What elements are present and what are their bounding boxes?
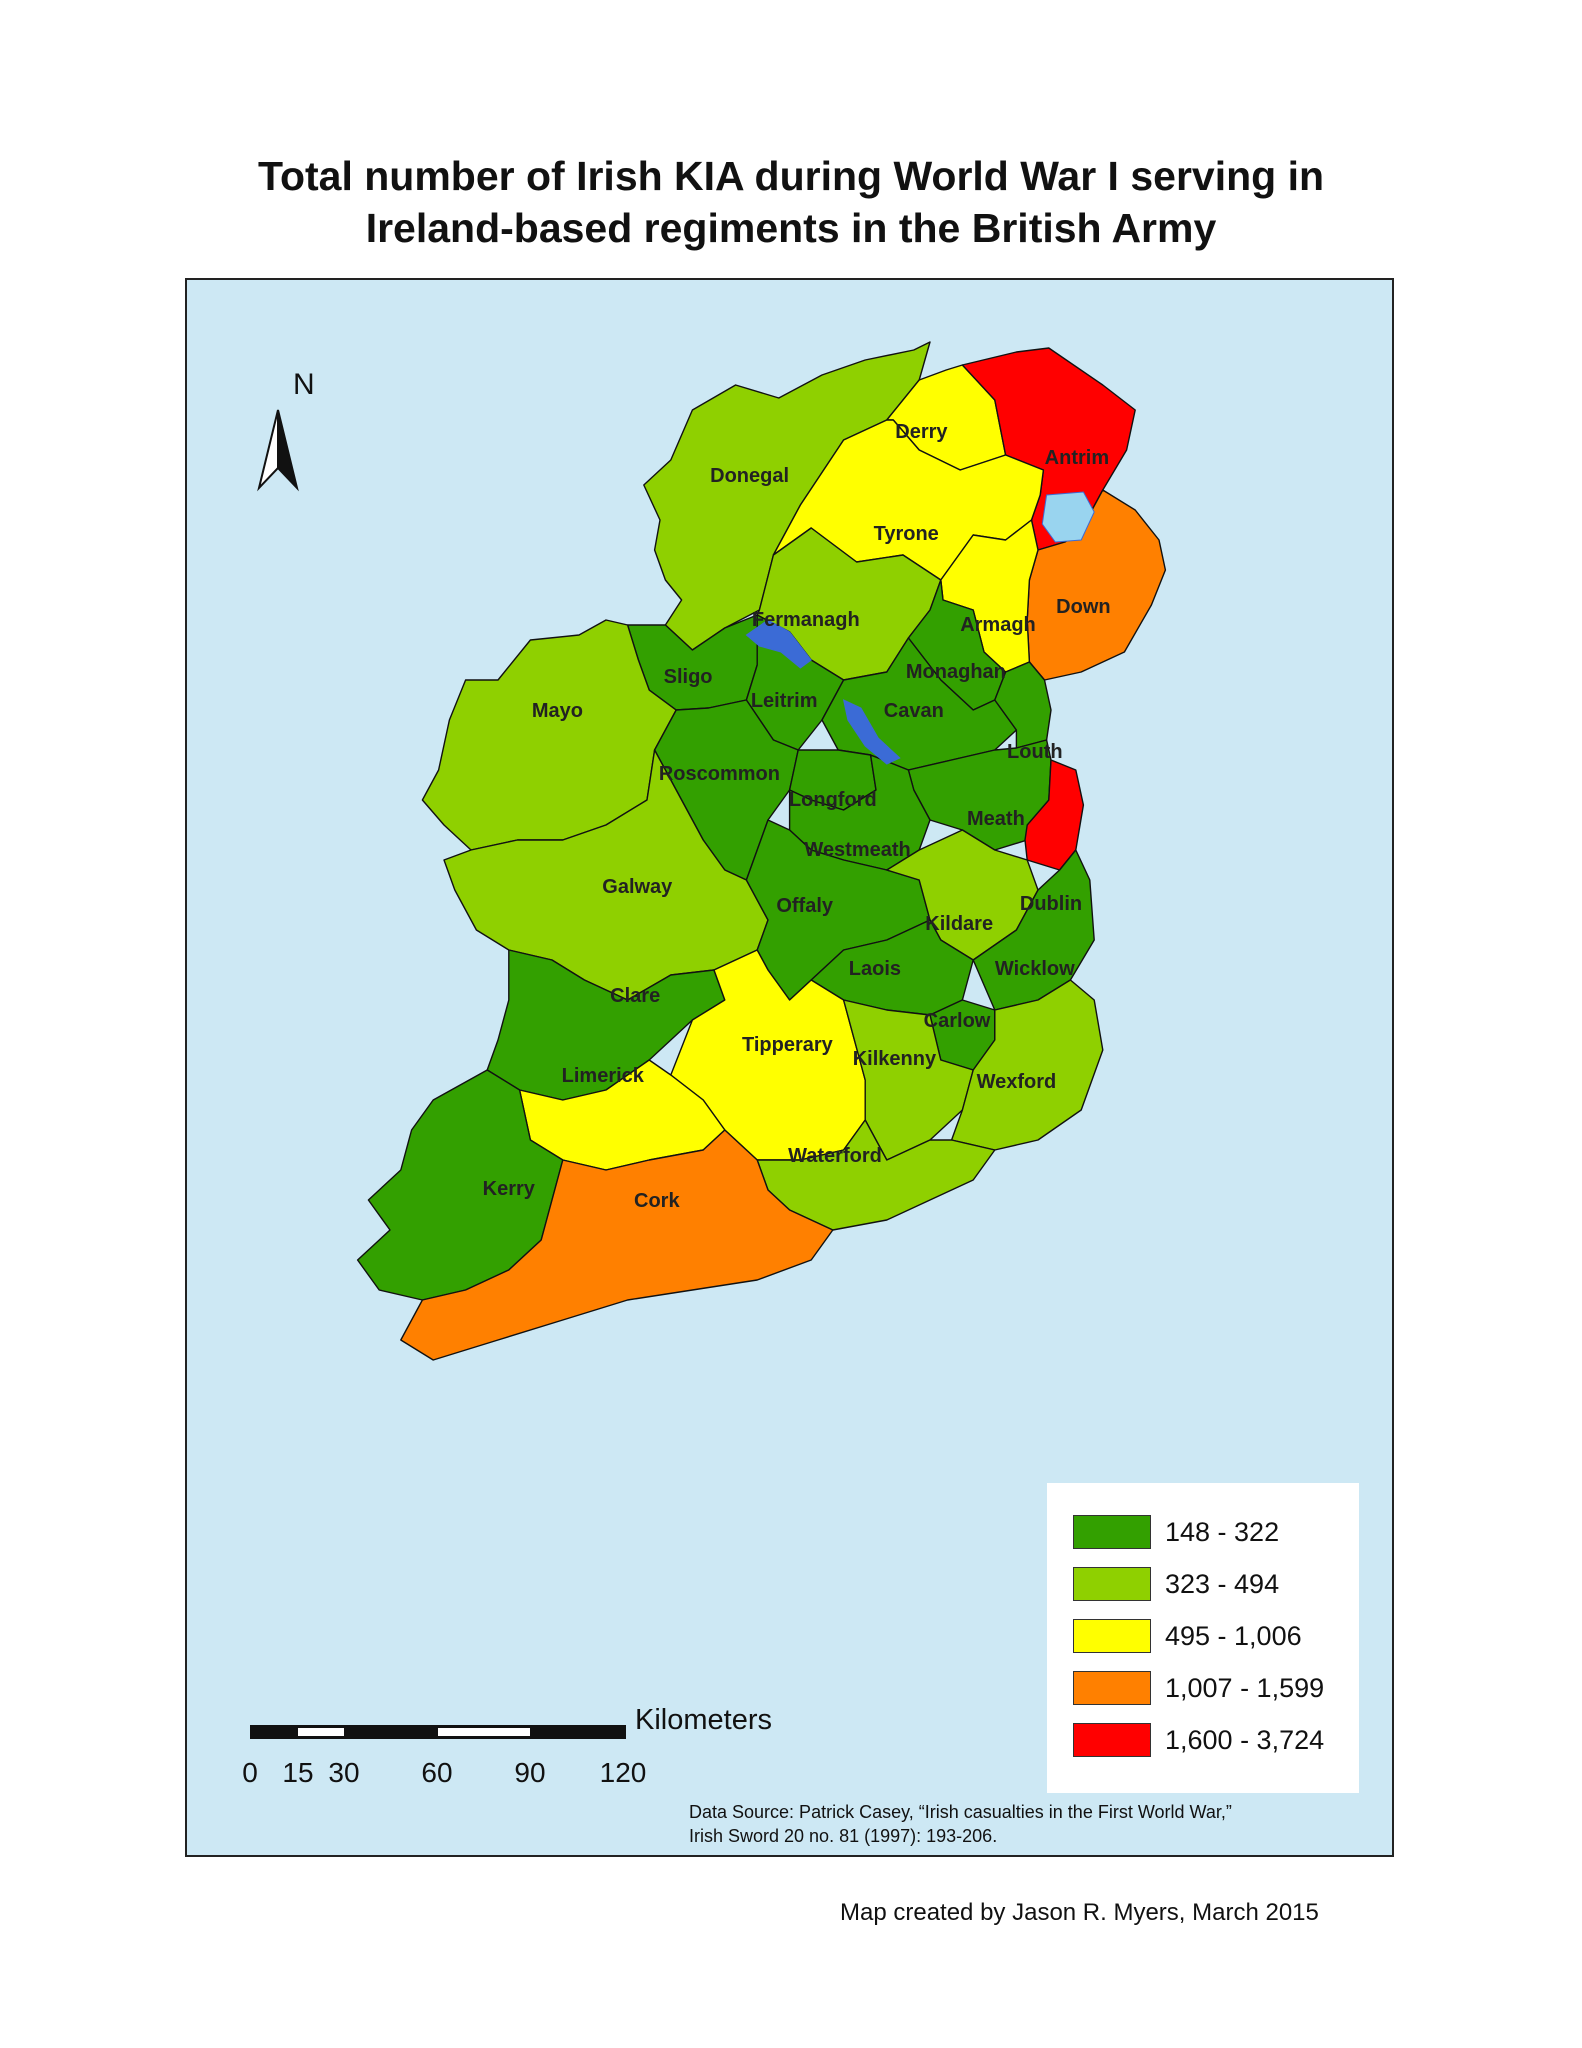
county-label: Westmeath <box>804 839 910 861</box>
county-label: Armagh <box>960 614 1036 636</box>
data-source-line-1: Data Source: Patrick Casey, “Irish casua… <box>689 1802 1232 1822</box>
lough-erne-lower <box>842 699 901 765</box>
scale-tick: 120 <box>599 1757 647 1788</box>
legend-label: 323 - 494 <box>1165 1568 1280 1599</box>
scale-tick: 60 <box>421 1757 453 1788</box>
county-kilkenny <box>842 999 974 1161</box>
legend: 148 - 322 323 - 494 495 - 1,006 1,007 - 1,5… <box>1047 1483 1359 1793</box>
county-clare <box>486 949 726 1101</box>
legend-label: 148 - 322 <box>1165 1516 1280 1547</box>
legend-swatch <box>1073 1619 1151 1653</box>
legend-swatch <box>1073 1567 1151 1601</box>
county-label: Kilkenny <box>853 1048 937 1070</box>
county-label: Longford <box>789 789 877 811</box>
legend-label: 1,600 - 3,724 <box>1165 1724 1325 1755</box>
county-wicklow <box>972 849 1095 1011</box>
county-label: Dublin <box>1020 893 1082 915</box>
data-source-line-2: Irish Sword 20 no. 81 (1997): 193-206. <box>689 1826 998 1846</box>
county-label: Meath <box>967 808 1025 830</box>
county-label: Kerry <box>483 1178 536 1200</box>
lough-erne-upper <box>745 619 812 669</box>
legend-swatch <box>1073 1723 1151 1757</box>
county-label: Limerick <box>562 1065 645 1087</box>
legend-swatch <box>1073 1671 1151 1705</box>
county-dublin <box>1024 759 1085 871</box>
title-line-1: Total number of Irish KIA during World W… <box>257 153 1325 199</box>
county-label: Laois <box>849 958 901 980</box>
county-label: Tipperary <box>742 1034 834 1056</box>
legend-label: 1,007 - 1,599 <box>1165 1672 1325 1703</box>
ireland-map: Donegal Derry Antrim Tyrone Down Fermanagh Arm… <box>257 341 1167 1361</box>
map-title: Total number of Irish KIA during World W… <box>0 150 1582 254</box>
county-louth <box>994 661 1052 749</box>
north-arrow-icon <box>257 409 299 492</box>
county-label: Offaly <box>776 895 834 917</box>
county-label: Leitrim <box>751 690 818 712</box>
data-source-note: Data Source: Patrick Casey, “Irish casua… <box>689 1800 1232 1848</box>
county-label: Fermanagh <box>752 609 860 631</box>
county-label: Wicklow <box>995 958 1075 980</box>
north-label: N <box>293 368 315 401</box>
county-label: Mayo <box>532 700 583 722</box>
scale-tick: 0 <box>242 1757 258 1788</box>
map-frame: Donegal Derry Antrim Tyrone Down Fermanagh Arm… <box>185 278 1394 1857</box>
county-label: Sligo <box>664 666 713 688</box>
county-label: Roscommon <box>659 763 780 785</box>
county-label: Tyrone <box>874 523 939 545</box>
scale-tick: 30 <box>328 1757 360 1788</box>
legend-item: 323 - 494 <box>1073 1565 1279 1603</box>
county-label: Monaghan <box>906 661 1006 683</box>
legend-item: 1,600 - 3,724 <box>1073 1721 1324 1759</box>
lough-neagh <box>1041 491 1095 543</box>
county-label: Carlow <box>924 1010 991 1032</box>
county-label: Wexford <box>977 1071 1057 1093</box>
scale-tick: 90 <box>514 1757 546 1788</box>
map-credit: Map created by Jason R. Myers, March 201… <box>840 1899 1319 1926</box>
scale-tick: 15 <box>282 1757 314 1788</box>
scale-unit-label: Kilometers <box>635 1704 772 1736</box>
county-label: Galway <box>602 876 673 898</box>
county-label: Cork <box>634 1190 680 1212</box>
title-line-2: Ireland-based regiments in the British A… <box>365 205 1217 251</box>
county-label: Derry <box>895 421 948 443</box>
county-cork <box>400 1129 834 1361</box>
county-label: Clare <box>610 985 660 1007</box>
county-label: Antrim <box>1045 447 1109 469</box>
county-label: Kildare <box>925 913 993 935</box>
county-label: Donegal <box>710 465 789 487</box>
county-label: Down <box>1056 596 1110 618</box>
county-label: Cavan <box>884 700 944 722</box>
county-label: Waterford <box>788 1145 882 1167</box>
legend-label: 495 - 1,006 <box>1165 1620 1302 1651</box>
legend-swatch <box>1073 1515 1151 1549</box>
legend-item: 148 - 322 <box>1073 1513 1279 1551</box>
legend-item: 1,007 - 1,599 <box>1073 1669 1324 1707</box>
county-label: Louth <box>1007 741 1063 763</box>
legend-item: 495 - 1,006 <box>1073 1617 1302 1655</box>
scale-bar <box>250 1725 626 1739</box>
